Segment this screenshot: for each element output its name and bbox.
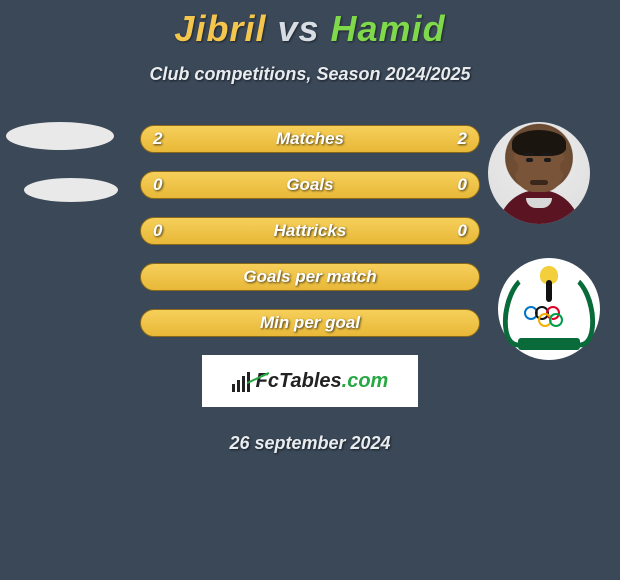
stat-label: Goals	[286, 175, 333, 195]
player1-avatar-placeholder	[6, 122, 114, 150]
stats-table: 2 Matches 2 0 Goals 0 0 Hattricks 0 Goal…	[140, 125, 480, 337]
stat-right-value: 0	[458, 175, 467, 195]
stat-row-goals: 0 Goals 0	[140, 171, 480, 199]
logo-domain: .com	[342, 370, 389, 392]
player1-name: Jibril	[174, 8, 266, 49]
stat-row-gpm: Goals per match	[140, 263, 480, 291]
stat-row-mpg: Min per goal	[140, 309, 480, 337]
player2-name: Hamid	[331, 8, 446, 49]
vs-separator: vs	[277, 8, 319, 49]
comparison-card: Jibril vs Hamid Club competitions, Seaso…	[0, 0, 620, 454]
stat-row-matches: 2 Matches 2	[140, 125, 480, 153]
player2-club-badge	[498, 258, 600, 360]
source-logo: FcTables.com	[202, 355, 418, 407]
olympic-rings-icon	[524, 306, 563, 327]
stat-right-value: 0	[458, 221, 467, 241]
stat-left-value: 0	[153, 221, 162, 241]
date-label: 26 september 2024	[0, 433, 620, 454]
stat-right-value: 2	[458, 129, 467, 149]
stat-left-value: 2	[153, 129, 162, 149]
stat-label: Hattricks	[274, 221, 347, 241]
player2-avatar	[488, 122, 590, 224]
ribbon-icon	[518, 338, 580, 350]
stat-row-hattricks: 0 Hattricks 0	[140, 217, 480, 245]
stat-label: Min per goal	[260, 313, 360, 333]
stat-label: Matches	[276, 129, 344, 149]
page-title: Jibril vs Hamid	[0, 8, 620, 50]
logo-text: FcTables.com	[256, 370, 389, 393]
player1-club-placeholder	[24, 178, 118, 202]
stat-left-value: 0	[153, 175, 162, 195]
stat-label: Goals per match	[243, 267, 376, 287]
subtitle: Club competitions, Season 2024/2025	[0, 64, 620, 85]
